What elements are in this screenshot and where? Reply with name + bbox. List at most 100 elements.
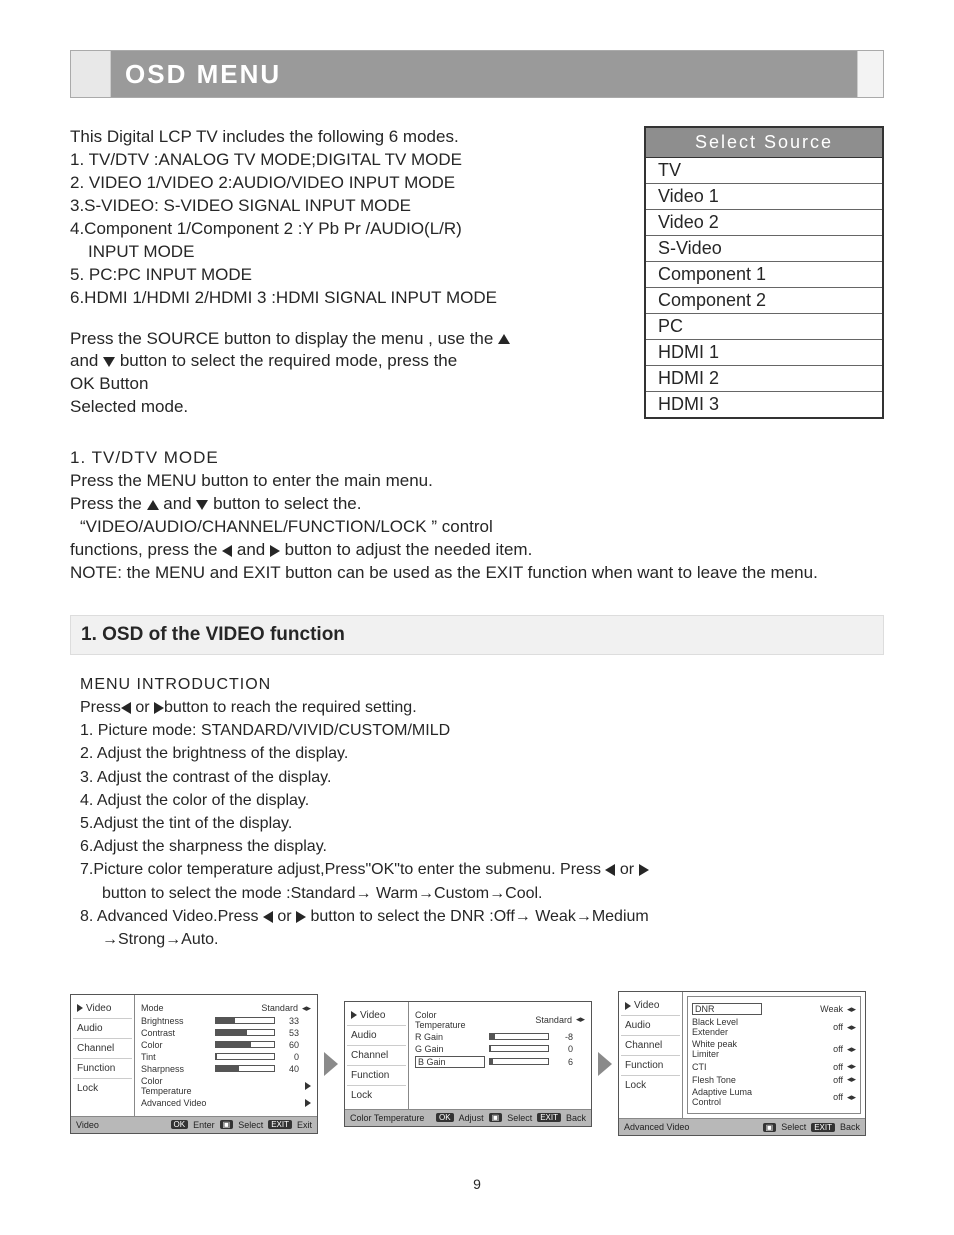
- osd-setting-value: off: [766, 1022, 843, 1032]
- osd-side-nav: Video Audio Channel Function Lock: [619, 992, 683, 1118]
- slider-fill: [490, 1059, 493, 1064]
- osd-side-item[interactable]: Video: [347, 1006, 406, 1026]
- tvdtv-l4a: functions, press the: [70, 540, 222, 559]
- osd-setting-value: 0: [279, 1052, 299, 1062]
- nav-key-icon: ▣: [763, 1123, 777, 1132]
- page-number: 9: [70, 1176, 884, 1192]
- source-item[interactable]: PC: [646, 314, 882, 340]
- osd-setting-value: Standard: [489, 1015, 572, 1025]
- osd-side-item[interactable]: Audio: [621, 1016, 680, 1036]
- source-item[interactable]: S-Video: [646, 236, 882, 262]
- slider-track[interactable]: [215, 1041, 275, 1048]
- osd-setting-row[interactable]: Black Level Extenderoff◂▸: [692, 1017, 856, 1037]
- osd-side-item[interactable]: Video: [73, 999, 132, 1019]
- osd-side-item[interactable]: Function: [621, 1056, 680, 1076]
- osd-footer-title: Advanced Video: [624, 1122, 689, 1132]
- osd-footer-title: Color Temperature: [350, 1113, 424, 1123]
- left-right-arrows-icon: ◂▸: [847, 1004, 856, 1015]
- slider-fill: [216, 1030, 247, 1035]
- osd-side-nav: Video Audio Channel Function Lock: [345, 1002, 409, 1109]
- source-item[interactable]: HDMI 3: [646, 392, 882, 417]
- osd-setting-row[interactable]: DNR Weak ◂▸: [692, 1003, 856, 1015]
- osd-side-item[interactable]: Lock: [73, 1079, 132, 1098]
- osd-footer: Video OKEnter ▣Select EXITExit: [71, 1116, 317, 1133]
- osd-side-item[interactable]: Video: [621, 996, 680, 1016]
- down-triangle-icon: [103, 357, 115, 367]
- down-triangle-icon: [196, 500, 208, 510]
- source-item[interactable]: TV: [646, 158, 882, 184]
- osd-setting-label: Black Level Extender: [692, 1017, 762, 1037]
- slider-track[interactable]: [215, 1065, 275, 1072]
- tvdtv-l3a: “VIDEO/AUDIO/CHANNEL/FUNCTION/LOCK ” con…: [80, 517, 493, 536]
- osd-setting-row[interactable]: Advanced Video: [141, 1098, 311, 1108]
- osd-setting-row[interactable]: R Gain-8: [415, 1032, 585, 1042]
- arrow-right-icon: [324, 1052, 338, 1076]
- osd-setting-label: DNR: [692, 1003, 762, 1015]
- osd-setting-row[interactable]: White peak Limiteroff◂▸: [692, 1039, 856, 1059]
- osd-setting-value: off: [766, 1092, 843, 1102]
- slider-track[interactable]: [215, 1029, 275, 1036]
- osd-side-item[interactable]: Function: [347, 1066, 406, 1086]
- nav-key-icon: ▣: [220, 1120, 234, 1129]
- osd-setting-label: CTI: [692, 1062, 762, 1072]
- osd-setting-row[interactable]: ModeStandard◂▸: [141, 1003, 311, 1014]
- osd-setting-row[interactable]: B Gain6: [415, 1056, 585, 1068]
- osd-setting-row[interactable]: Sharpness40: [141, 1064, 311, 1074]
- source-item[interactable]: Video 2: [646, 210, 882, 236]
- slider-track[interactable]: [489, 1045, 549, 1052]
- source-item[interactable]: HDMI 1: [646, 340, 882, 366]
- osd-setting-label: Advanced Video: [141, 1098, 211, 1108]
- submenu-arrow-icon: [305, 1082, 311, 1090]
- press-ok: OK Button: [70, 374, 148, 393]
- osd-setting-row[interactable]: Color TemperatureStandard◂▸: [415, 1010, 585, 1030]
- source-item[interactable]: Component 2: [646, 288, 882, 314]
- tvdtv-l3: “VIDEO/AUDIO/CHANNEL/FUNCTION/LOCK ” con…: [70, 516, 884, 539]
- osd-side-item[interactable]: Function: [73, 1059, 132, 1079]
- slider-track[interactable]: [215, 1053, 275, 1060]
- slider-track[interactable]: [215, 1017, 275, 1024]
- mi-l0c: button to reach the required setting.: [164, 699, 417, 716]
- section-num: 1: [81, 624, 92, 645]
- up-triangle-icon: [498, 334, 510, 344]
- osd-setting-row[interactable]: CTIoff◂▸: [692, 1061, 856, 1072]
- osd-side-item[interactable]: Lock: [621, 1076, 680, 1095]
- left-right-arrows-icon: ◂▸: [302, 1003, 311, 1014]
- nav-key-icon: ▣: [489, 1113, 503, 1122]
- osd-setting-value: off: [766, 1062, 843, 1072]
- menu-intro: MENU INTRODUCTION Press or button to rea…: [70, 673, 884, 951]
- osd-footer: Advanced Video ▣Select EXITBack: [619, 1118, 865, 1135]
- menu-intro-item: 4. Adjust the color of the display.: [80, 789, 884, 812]
- osd-setting-label: R Gain: [415, 1032, 485, 1042]
- osd-setting-value: 40: [279, 1064, 299, 1074]
- osd-side-item[interactable]: Channel: [621, 1036, 680, 1056]
- mi-l7b: or: [615, 861, 638, 878]
- source-item[interactable]: Component 1: [646, 262, 882, 288]
- osd-setting-row[interactable]: Color60: [141, 1040, 311, 1050]
- osd-setting-label: Brightness: [141, 1016, 211, 1026]
- osd-side-nav: Video Audio Channel Function Lock: [71, 995, 135, 1116]
- osd-side-item[interactable]: Channel: [347, 1046, 406, 1066]
- osd-setting-row[interactable]: Brightness33: [141, 1016, 311, 1026]
- slider-track[interactable]: [489, 1058, 549, 1065]
- source-item[interactable]: Video 1: [646, 184, 882, 210]
- osd-setting-row[interactable]: Tint0: [141, 1052, 311, 1062]
- osd-setting-label: White peak Limiter: [692, 1039, 762, 1059]
- osd-side-item[interactable]: Audio: [73, 1019, 132, 1039]
- right-triangle-icon: [154, 702, 164, 714]
- osd-setting-row[interactable]: Contrast53: [141, 1028, 311, 1038]
- osd-side-label: Video: [634, 1000, 659, 1011]
- source-item[interactable]: HDMI 2: [646, 366, 882, 392]
- osd-setting-row[interactable]: Flesh Toneoff◂▸: [692, 1074, 856, 1085]
- osd-side-item[interactable]: Audio: [347, 1026, 406, 1046]
- slider-track[interactable]: [489, 1033, 549, 1040]
- osd-setting-row[interactable]: G Gain0: [415, 1044, 585, 1054]
- mi-l0a: Press: [80, 699, 121, 716]
- osd-setting-row[interactable]: Adaptive Luma Controloff◂▸: [692, 1087, 856, 1107]
- footer-label: Select: [238, 1120, 263, 1130]
- osd-setting-label: Flesh Tone: [692, 1075, 762, 1085]
- osd-side-item[interactable]: Channel: [73, 1039, 132, 1059]
- submenu-arrow-icon: [305, 1099, 311, 1107]
- osd-setting-value: Weak: [766, 1004, 843, 1014]
- osd-side-item[interactable]: Lock: [347, 1086, 406, 1105]
- osd-setting-row[interactable]: Color Temperature: [141, 1076, 311, 1096]
